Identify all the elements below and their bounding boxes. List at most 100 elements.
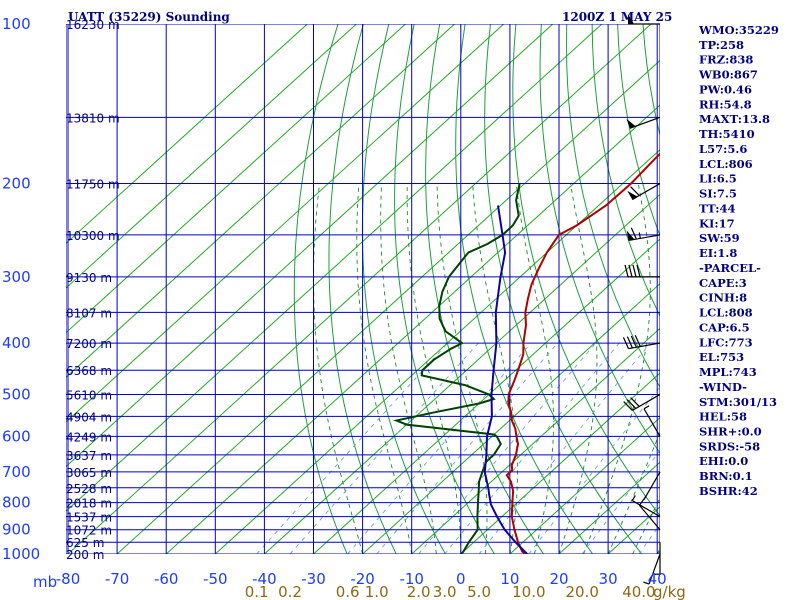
temperature-tick-label: -30 <box>301 570 326 588</box>
mixing-ratio-tick-label: 3.0 <box>433 583 457 600</box>
isotherm-line <box>66 24 505 423</box>
mixing-ratio-tick-label: 1.0 <box>365 583 389 600</box>
index-item: -PARCEL- <box>699 261 761 275</box>
wind-barb-shaft <box>648 553 661 585</box>
mixing-ratio-tick-label: 10.0 <box>512 583 545 600</box>
height-label: 3637 m <box>66 449 112 463</box>
wind-barb-full <box>623 401 633 411</box>
wind-barb-full <box>630 397 640 407</box>
pressure-tick-label: 1000 <box>2 545 40 563</box>
index-item: TT:44 <box>699 201 736 215</box>
wind-barb <box>626 227 661 242</box>
pressure-tick-label: 400 <box>2 334 31 352</box>
dry-adiabat-line <box>565 24 660 389</box>
index-item: EI:1.8 <box>699 246 737 260</box>
wind-barb-full <box>628 264 633 278</box>
wind-barb-flag <box>628 14 634 24</box>
index-item: STM:301/13 <box>699 395 777 409</box>
index-item: LCL:808 <box>699 306 753 320</box>
isotherm-line <box>66 24 603 512</box>
wind-barb-half <box>631 495 636 501</box>
isotherm-line <box>66 24 308 245</box>
height-label: 200 m <box>66 548 104 562</box>
temperature-tick-label: -20 <box>350 570 375 588</box>
height-label: 2018 m <box>66 497 112 511</box>
height-label: 11750 m <box>66 178 120 192</box>
mixing-ratio-line <box>528 386 660 554</box>
height-label: 4249 m <box>66 430 112 444</box>
wind-barb-flag <box>627 190 638 200</box>
wind-barb <box>624 264 660 278</box>
wind-barb-shaft <box>643 471 661 500</box>
height-label: 2528 m <box>66 482 112 496</box>
wind-barb <box>623 393 661 411</box>
isotherm-line <box>165 104 660 554</box>
index-item: SI:7.5 <box>699 187 737 201</box>
isotherm-line <box>66 24 406 334</box>
index-item: FRZ:838 <box>699 53 753 67</box>
pressure-tick-label: 600 <box>2 427 31 445</box>
index-panel: WMO:35229TP:258FRZ:838WB0:867PW:0.46RH:5… <box>698 23 779 498</box>
wind-barb-flag <box>626 118 636 129</box>
wind-barb <box>643 405 661 437</box>
index-item: SRDS:-58 <box>699 439 760 453</box>
isotherm-line <box>509 416 660 554</box>
height-label: 1072 m <box>66 524 112 538</box>
isotherm-line <box>116 59 660 554</box>
temperature-tick-label: -60 <box>154 570 179 588</box>
isotherm-line <box>66 24 455 378</box>
mixing-ratio-tick-label: 0.6 <box>336 583 360 600</box>
index-item: PW:0.46 <box>699 82 752 96</box>
wind-barb-shaft <box>628 234 661 242</box>
index-item: TP:258 <box>699 38 744 52</box>
index-item: L57:5.6 <box>699 142 747 156</box>
background-grid <box>66 24 800 554</box>
wind-barb-full <box>636 264 641 278</box>
wind-barb-shaft <box>638 504 661 531</box>
wind-barb-full <box>634 335 641 347</box>
wind-barb-full <box>622 337 630 349</box>
temperature-tick-label: 40 <box>648 570 667 588</box>
temperature-tick-label: 10 <box>500 570 519 588</box>
moist-adiabat-line <box>472 183 518 554</box>
pressure-unit-label: mb <box>33 573 57 591</box>
wind-barb <box>626 116 661 129</box>
height-label: 1537 m <box>66 511 112 525</box>
dry-adiabat-line <box>512 24 660 517</box>
height-label: 5610 m <box>66 388 112 402</box>
wind-barb-shaft <box>643 408 661 437</box>
dewpoint-curve <box>393 183 521 554</box>
isotherm-line <box>214 149 660 554</box>
isotherm-line <box>66 24 357 289</box>
height-label: 8107 m <box>66 306 112 320</box>
moist-adiabat-line <box>583 183 651 554</box>
index-item: SW:59 <box>699 231 740 245</box>
index-item: WB0:867 <box>698 68 758 82</box>
index-item: TH:5410 <box>699 127 755 141</box>
index-item: MPL:743 <box>699 365 757 379</box>
index-item: EHI:0.0 <box>699 454 748 468</box>
height-label: 7200 m <box>66 337 112 351</box>
index-item: HEL:58 <box>699 410 747 424</box>
isotherm-line <box>313 238 660 554</box>
temperature-tick-label: 30 <box>599 570 618 588</box>
wind-barb-full <box>630 335 637 348</box>
index-item: KI:17 <box>699 216 735 230</box>
moist-adiabat-line <box>406 183 462 554</box>
mixing-ratio-unit-label: g/kg <box>653 583 686 600</box>
index-item: CAP:6.5 <box>699 320 750 334</box>
wind-barb-half <box>643 405 650 410</box>
index-item: WMO:35229 <box>698 23 779 37</box>
wind-barb-full <box>624 264 629 278</box>
mixing-ratio-line <box>347 342 532 554</box>
dry-adiabat-line <box>745 24 800 554</box>
isotherm-line <box>411 327 660 554</box>
temperature-tick-label: -40 <box>252 570 277 588</box>
pressure-tick-label: 700 <box>2 463 31 481</box>
wind-barb <box>638 494 661 531</box>
index-item: CAPE:3 <box>699 276 747 290</box>
chart-time: 1200Z 1 MAY 25 <box>562 10 672 24</box>
wind-barb-full <box>638 494 648 506</box>
